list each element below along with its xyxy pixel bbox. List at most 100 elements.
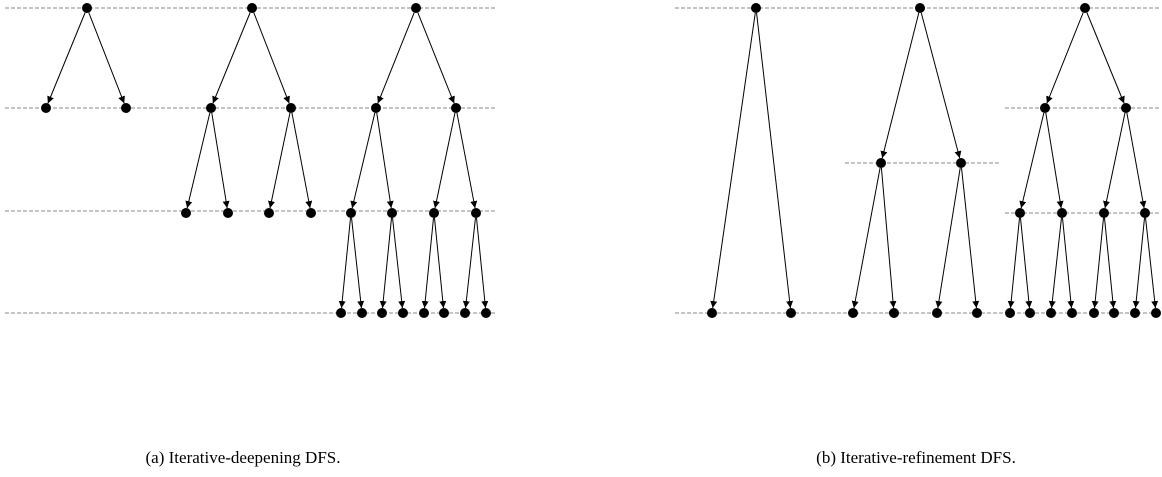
b-tree-3-edge-1 <box>1086 12 1125 104</box>
b-tree-3-1-edge-0 <box>1103 112 1126 209</box>
b-tree-3-0-0-0-node <box>1005 308 1015 318</box>
a-tree-3-1-1-node <box>471 208 481 218</box>
a-tree-3-1-0-1-node <box>439 308 449 318</box>
a-tree-3-1-0-edge-1 <box>434 217 447 309</box>
a-tree-2-0-node <box>206 103 216 113</box>
a-tree-3-1-1-1-node <box>481 308 491 318</box>
a-tree-3-0-1-0-node <box>377 308 387 318</box>
a-tree-2-1-node <box>286 103 296 113</box>
b-tree-3-1-edge-1 <box>1126 112 1147 209</box>
a-tree-3-0-1-1-node <box>398 308 408 318</box>
tree-nodes <box>41 3 1161 318</box>
b-tree-3-1-0-node <box>1099 208 1109 218</box>
a-tree-3-0-1-edge-0 <box>379 217 392 309</box>
a-tree-3-1-0-node <box>429 208 439 218</box>
b-tree-1-0-node <box>707 308 717 318</box>
b-tree-2-1-1-node <box>972 308 982 318</box>
a-tree-3-0-0-0-node <box>336 308 346 318</box>
a-tree-3-1-edge-1 <box>456 112 478 209</box>
a-tree-3-0-1-node <box>387 208 397 218</box>
b-tree-3-0-edge-1 <box>1045 112 1064 209</box>
a-tree-2-edge-1 <box>253 12 290 104</box>
b-tree-3-0-0-edge-0 <box>1007 217 1021 309</box>
b-tree-3-0-1-edge-0 <box>1048 217 1062 309</box>
b-tree-3-1-1-node <box>1140 208 1150 218</box>
a-tree-2-0-edge-0 <box>185 112 211 209</box>
a-tree-3-edge-1 <box>417 12 455 104</box>
caption-iterative-deepening: (a) Iterative-deepening DFS. <box>145 448 341 467</box>
a-tree-2-1-edge-0 <box>268 112 291 209</box>
b-tree-3-1-node <box>1121 103 1131 113</box>
a-tree-3-0-0-edge-0 <box>338 217 351 309</box>
a-tree-3-0-node <box>371 103 381 113</box>
b-tree-2-node <box>915 3 925 13</box>
b-tree-1-edge-0 <box>710 12 756 309</box>
b-tree-3-1-0-edge-0 <box>1091 217 1104 309</box>
caption-iterative-refinement: (b) Iterative-refinement DFS. <box>816 448 1016 467</box>
a-tree-3-1-0-0-node <box>419 308 429 318</box>
b-tree-2-edge-0 <box>880 12 920 159</box>
b-tree-3-0-1-node <box>1057 208 1067 218</box>
b-tree-3-0-1-0-node <box>1046 308 1056 318</box>
b-tree-3-1-1-edge-1 <box>1145 217 1159 309</box>
tree-edges <box>47 12 1159 309</box>
a-tree-3-1-0-edge-0 <box>421 217 434 309</box>
a-tree-3-node <box>411 3 421 13</box>
b-tree-3-1-0-1-node <box>1109 308 1119 318</box>
b-tree-3-0-1-1-node <box>1067 308 1077 318</box>
b-tree-3-0-0-node <box>1015 208 1025 218</box>
b-tree-3-1-1-edge-0 <box>1132 217 1145 309</box>
b-tree-3-0-1-edge-1 <box>1062 217 1075 309</box>
a-tree-3-0-edge-0 <box>350 112 376 209</box>
a-tree-3-1-1-edge-0 <box>462 217 476 309</box>
a-tree-3-1-1-0-node <box>460 308 470 318</box>
b-tree-1-node <box>751 3 761 13</box>
a-tree-2-1-1-node <box>306 208 316 218</box>
a-tree-3-0-0-node <box>346 208 356 218</box>
depth-lines <box>5 7 1160 314</box>
b-tree-3-0-0-edge-1 <box>1019 217 1033 309</box>
a-tree-3-0-1-edge-1 <box>392 217 406 309</box>
a-tree-2-1-0-node <box>264 208 274 218</box>
a-tree-2-0-1-node <box>223 208 233 218</box>
b-tree-2-0-edge-1 <box>880 167 897 309</box>
a-tree-3-1-1-edge-1 <box>476 217 489 309</box>
b-tree-2-1-edge-0 <box>935 167 961 309</box>
a-tree-3-edge-0 <box>377 12 415 104</box>
b-tree-1-edge-1 <box>756 12 794 309</box>
a-tree-3-1-edge-0 <box>433 112 456 209</box>
b-tree-3-1-1-1-node <box>1151 308 1161 318</box>
a-tree-3-0-edge-1 <box>376 112 394 209</box>
b-tree-3-0-0-1-node <box>1025 308 1035 318</box>
a-tree-2-0-0-node <box>181 208 191 218</box>
a-tree-2-node <box>247 3 257 13</box>
a-tree-1-0-node <box>41 103 51 113</box>
a-tree-2-1-edge-1 <box>291 112 313 209</box>
b-tree-1-1-node <box>786 308 796 318</box>
a-tree-1-edge-0 <box>47 12 86 104</box>
b-tree-3-node <box>1080 3 1090 13</box>
b-tree-2-1-0-node <box>932 308 942 318</box>
a-tree-1-1-node <box>121 103 131 113</box>
b-tree-2-0-1-node <box>889 308 899 318</box>
b-tree-2-1-node <box>956 158 966 168</box>
a-tree-3-1-node <box>451 103 461 113</box>
b-tree-3-0-edge-0 <box>1019 112 1045 209</box>
a-tree-2-0-edge-1 <box>211 112 230 209</box>
a-tree-2-edge-0 <box>212 12 251 104</box>
b-tree-2-0-0-node <box>848 308 858 318</box>
b-tree-3-edge-0 <box>1046 12 1084 104</box>
a-tree-1-edge-1 <box>88 12 125 104</box>
b-tree-3-1-1-0-node <box>1130 308 1140 318</box>
b-tree-3-1-0-0-node <box>1089 308 1099 318</box>
b-tree-3-0-node <box>1040 103 1050 113</box>
b-tree-2-1-edge-1 <box>961 167 980 309</box>
b-tree-2-0-node <box>876 158 886 168</box>
b-tree-3-1-0-edge-1 <box>1104 217 1117 309</box>
b-tree-2-0-edge-0 <box>851 167 881 309</box>
b-tree-2-edge-1 <box>920 12 962 159</box>
a-tree-3-0-0-1-node <box>357 308 367 318</box>
a-tree-1-node <box>82 3 92 13</box>
a-tree-3-0-0-edge-1 <box>351 217 365 309</box>
